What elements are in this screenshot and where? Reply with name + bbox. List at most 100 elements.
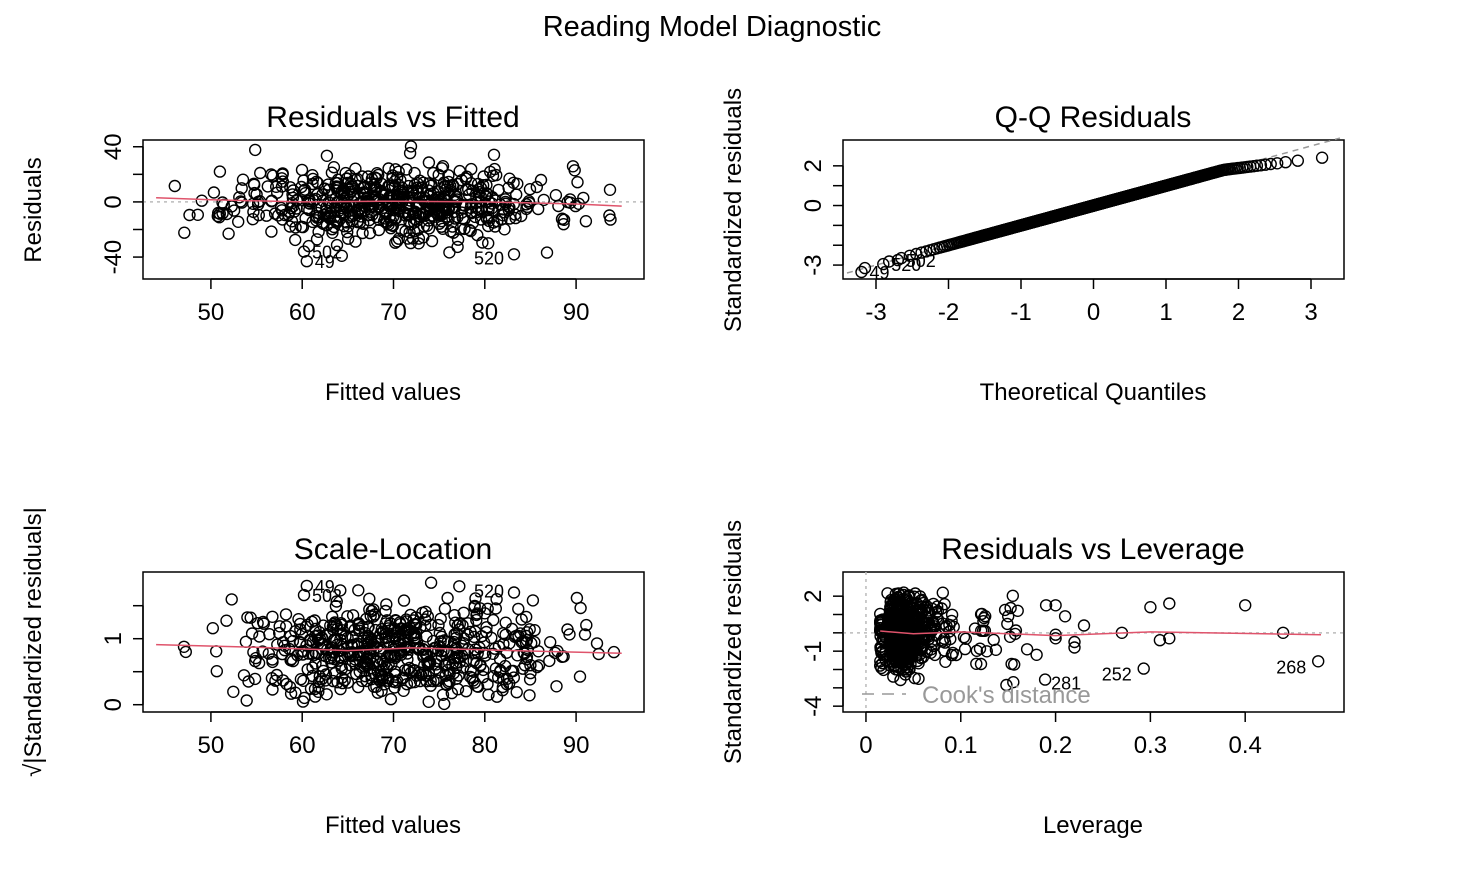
y-tick-label: -4 [800,695,827,716]
data-point [526,594,540,607]
x-axis-label: Theoretical Quantiles [980,379,1207,406]
reference-lines [843,572,1344,712]
data-point [557,217,570,231]
data-point [366,208,379,221]
data-point [1000,678,1013,692]
data-point [902,609,916,622]
data-point [335,201,348,215]
data-point [183,208,196,222]
data-point [929,628,943,641]
data-point [481,677,494,691]
data-point [499,616,512,629]
data-point [284,629,297,643]
data-point [1002,610,1015,623]
data-point [929,606,943,619]
data-points [177,576,621,711]
x-tick-label: 0.3 [1134,732,1167,759]
data-point [440,678,454,692]
data-point [443,667,456,680]
data-point [1137,662,1150,675]
data-point [457,606,470,619]
data-point [240,694,253,707]
data-point [442,213,455,226]
data-point [466,216,480,229]
data-point [395,223,408,237]
data-point [312,225,325,239]
data-point [286,188,299,201]
data-point [1049,632,1062,645]
data-point [1020,643,1034,656]
data-point [216,196,229,209]
data-point [493,665,507,679]
x-tick-label: 80 [471,299,498,326]
y-tick-label: 40 [100,133,127,160]
data-point [179,645,193,659]
data-point [363,226,377,240]
data-point [980,645,993,658]
data-point [890,656,903,669]
x-axis-label: Leverage [1043,812,1143,839]
data-point [380,650,394,663]
point-label: 502 [906,251,936,271]
panel-title: Residuals vs Leverage [941,533,1245,566]
data-point [1153,634,1167,647]
data-point [317,619,330,632]
data-point [353,216,367,229]
data-point [315,673,328,686]
data-point [410,181,424,194]
data-point [431,185,444,198]
data-point [403,226,416,239]
data-point [476,236,489,249]
point-label: 49 [315,577,335,597]
data-point [359,627,372,640]
data-point [503,677,516,690]
data-point [468,599,481,613]
x-axis-label: Fitted values [325,812,461,839]
data-point [382,162,395,175]
data-point [534,173,548,187]
y-axis: -3 0 2 [800,159,844,276]
data-point [458,199,472,212]
data-point [477,670,490,684]
data-point [320,204,333,217]
data-point [299,620,313,633]
data-point [899,624,913,638]
data-point [363,652,377,665]
data-point [349,173,362,187]
data-point [237,669,251,682]
data-point [524,666,537,680]
data-point [532,202,545,216]
data-point [1315,151,1329,164]
x-tick-label: 90 [563,299,590,326]
point-label: 49 [315,252,335,272]
data-point [379,212,392,225]
data-point [1039,599,1053,612]
x-tick-label: 0.4 [1229,732,1262,759]
data-point [974,657,988,671]
data-point [507,586,521,599]
data-point [220,207,234,221]
y-tick-label: 2 [800,159,827,172]
data-point [518,647,531,660]
data-point [987,633,1000,647]
data-point [408,664,421,677]
data-points [168,140,617,268]
data-point [1311,655,1325,668]
data-point [523,182,537,196]
data-point [496,203,510,216]
data-point [248,672,262,686]
data-point [507,248,521,261]
data-point [292,613,305,626]
data-point [382,672,395,685]
data-point [945,648,958,662]
data-point [278,208,291,222]
data-point [521,643,534,657]
data-point [550,680,563,693]
point-label: 502 [312,586,342,606]
data-point [273,620,286,633]
x-tick-label: 1 [1159,299,1172,326]
data-point [1007,676,1020,689]
data-point [451,240,464,254]
data-point [306,215,319,229]
